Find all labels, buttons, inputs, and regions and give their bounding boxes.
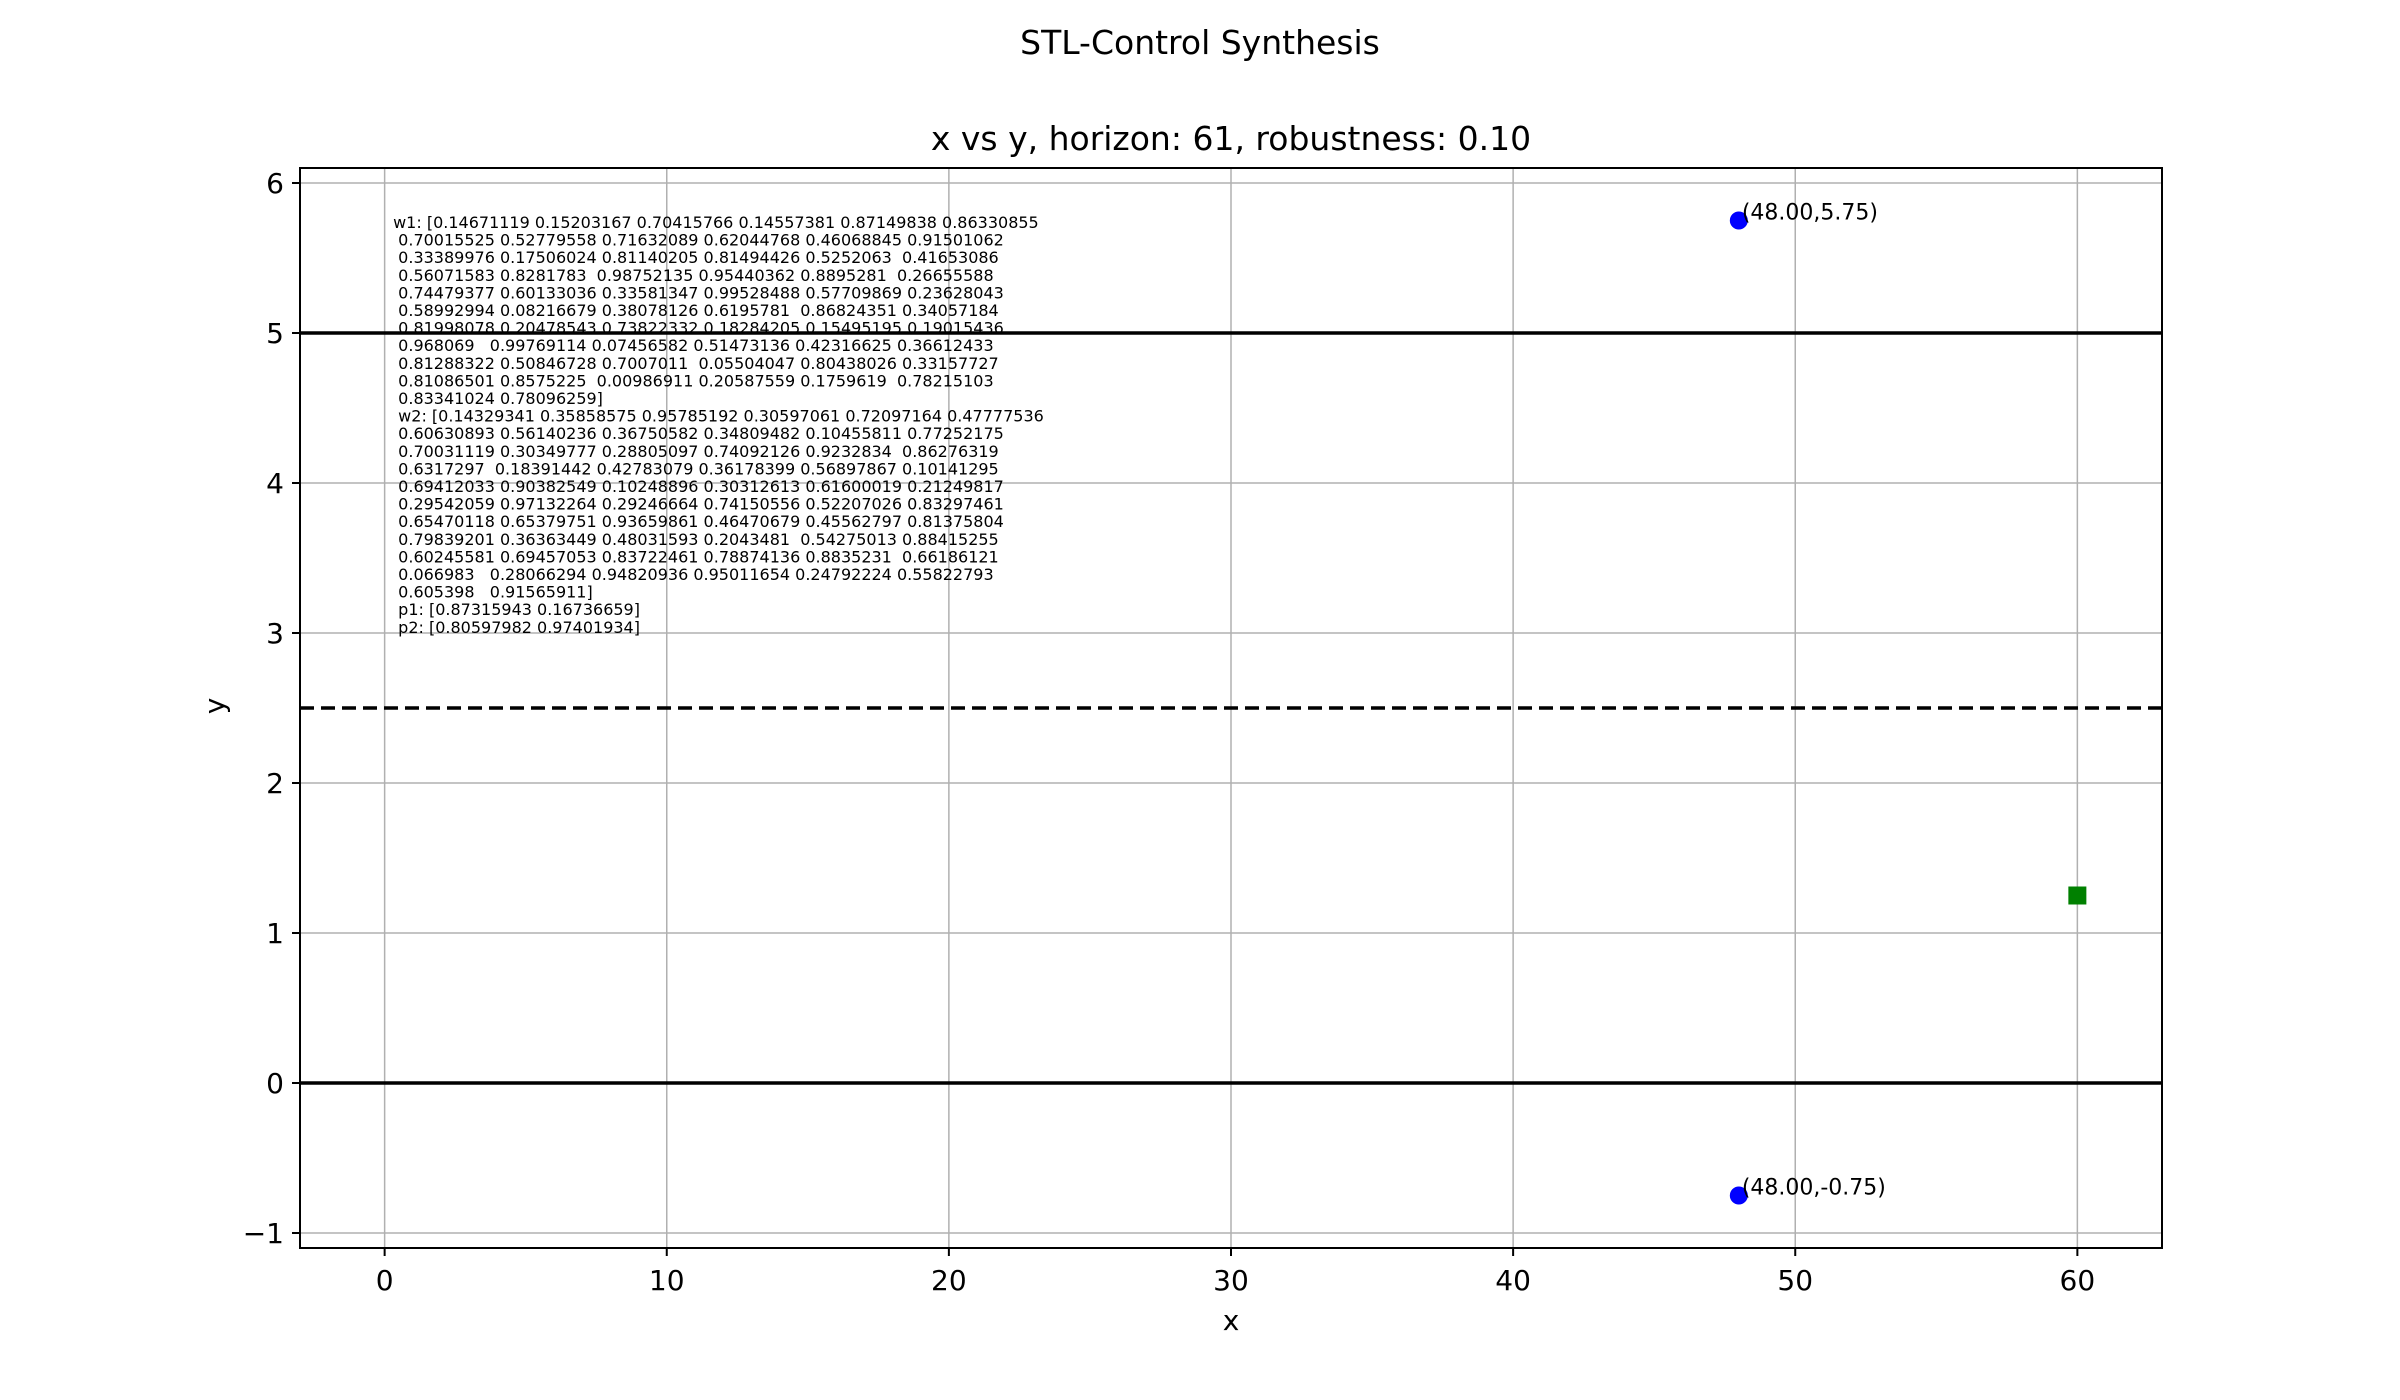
y-tick-label: 2 — [266, 767, 284, 800]
annotation-line: 0.968069 0.99769114 0.07456582 0.5147313… — [393, 336, 994, 355]
y-tick-label: 3 — [266, 617, 284, 650]
annotation-line: 0.60630893 0.56140236 0.36750582 0.34809… — [393, 424, 1004, 443]
green-square-marker — [2068, 886, 2087, 905]
x-tick-label: 40 — [1495, 1264, 1531, 1297]
blue-point-marker — [1729, 211, 1748, 230]
annotation-line: 0.81086501 0.8575225 0.00986911 0.205875… — [393, 371, 994, 390]
y-tick-label: 4 — [266, 467, 284, 500]
annotation-line: 0.81998078 0.20478543 0.73822332 0.18284… — [393, 319, 1004, 338]
plot-area: 0 10 20 30 40 50 60 −1 0 1 2 3 4 5 6 w1: [0.14671119 0.… — [243, 167, 2163, 1297]
annotation-line: p1: [0.87315943 0.16736659] — [393, 600, 640, 619]
annotation-line: 0.58992994 0.08216679 0.38078126 0.61957… — [393, 301, 999, 320]
y-tick-label: 5 — [266, 317, 284, 350]
annotation-line: 0.56071583 0.8281783 0.98752135 0.954403… — [393, 266, 994, 285]
annotation-line: w2: [0.14329341 0.35858575 0.95785192 0.… — [393, 407, 1044, 426]
x-tick-label: 60 — [2060, 1264, 2096, 1297]
annotation-line: 0.74479377 0.60133036 0.33581347 0.99528… — [393, 283, 1004, 302]
y-tick-label: 6 — [266, 167, 284, 200]
parameter-annotation: w1: [0.14671119 0.15203167 0.70415766 0.… — [393, 213, 1044, 637]
annotation-line: 0.83341024 0.78096259] — [393, 389, 603, 408]
annotation-line: 0.605398 0.91565911] — [393, 583, 593, 602]
annotation-line: 0.33389976 0.17506024 0.81140205 0.81494… — [393, 248, 999, 267]
y-tick-label: −1 — [243, 1217, 284, 1250]
annotation-line: 0.79839201 0.36363449 0.48031593 0.20434… — [393, 530, 999, 549]
annotation-line: w1: [0.14671119 0.15203167 0.70415766 0.… — [393, 213, 1039, 232]
annotation-line: 0.6317297 0.18391442 0.42783079 0.361783… — [393, 459, 999, 478]
x-tick-label: 30 — [1213, 1264, 1249, 1297]
annotation-line: 0.81288322 0.50846728 0.7007011 0.055040… — [393, 354, 999, 373]
annotation-line: 0.65470118 0.65379751 0.93659861 0.46470… — [393, 512, 1004, 531]
point-label: (48.00,-0.75) — [1742, 1176, 1886, 1201]
figure-suptitle: STL-Control Synthesis — [1020, 23, 1380, 62]
x-tick-label: 0 — [376, 1264, 394, 1297]
annotation-line: 0.60245581 0.69457053 0.83722461 0.78874… — [393, 547, 999, 566]
y-tick-label: 0 — [266, 1067, 284, 1100]
blue-point-marker — [1729, 1186, 1748, 1205]
chart-title: x vs y, horizon: 61, robustness: 0.10 — [931, 119, 1531, 158]
annotation-line: 0.69412033 0.90382549 0.10248896 0.30312… — [393, 477, 1004, 496]
x-tick-label: 50 — [1777, 1264, 1813, 1297]
annotation-line: 0.70031119 0.30349777 0.28805097 0.74092… — [393, 442, 999, 461]
point-label: (48.00,5.75) — [1742, 201, 1878, 226]
y-axis-label: y — [198, 698, 231, 715]
x-tick-label: 20 — [931, 1264, 967, 1297]
annotation-line: 0.29542059 0.97132264 0.29246664 0.74150… — [393, 495, 1004, 514]
y-tick-label: 1 — [266, 917, 284, 950]
x-tick-label: 10 — [649, 1264, 685, 1297]
x-axis-label: x — [1223, 1304, 1240, 1337]
annotation-line: 0.70015525 0.52779558 0.71632089 0.62044… — [393, 231, 1004, 250]
annotation-line: p2: [0.80597982 0.97401934] — [393, 618, 640, 637]
annotation-line: 0.066983 0.28066294 0.94820936 0.9501165… — [393, 565, 994, 584]
